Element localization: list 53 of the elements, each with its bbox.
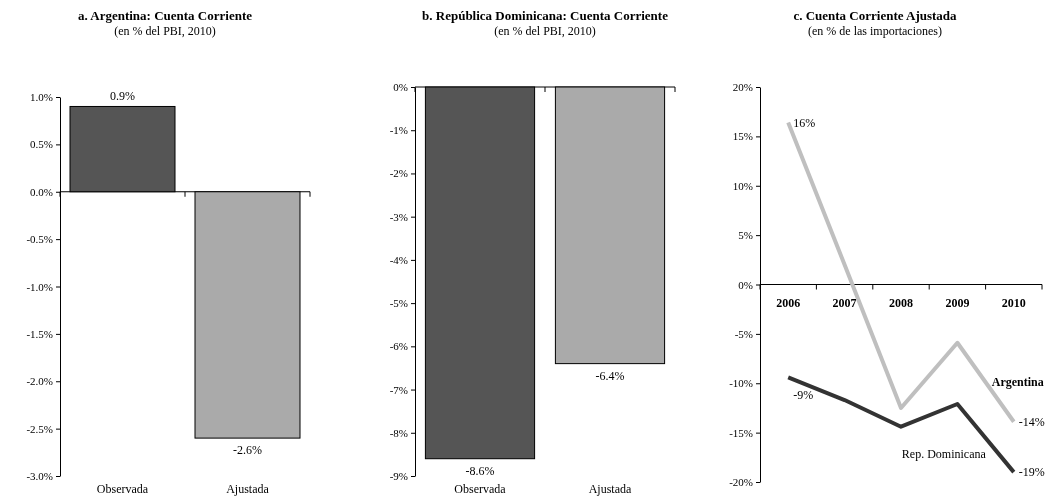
chart-title: b. República Dominicana: Cuenta Corriente <box>422 8 669 23</box>
y-tick-label: -20% <box>729 476 753 489</box>
chart-title: c. Cuenta Corriente Ajustada <box>793 8 958 23</box>
y-tick-label: -3.0% <box>26 470 53 483</box>
y-tick-label: -1% <box>389 124 408 137</box>
y-tick-label: -5% <box>389 297 408 310</box>
y-tick-label: -5% <box>734 327 753 340</box>
series-label: Argentina <box>991 374 1044 389</box>
y-tick-label: 0.5% <box>30 138 53 151</box>
y-tick-label: -4% <box>389 253 408 266</box>
y-tick-label: 0.0% <box>30 185 53 198</box>
y-tick-label: 0% <box>393 81 408 94</box>
x-tick-label: 2009 <box>945 295 970 310</box>
y-tick-label: -1.0% <box>26 280 53 293</box>
chart-subtitle: (en % del PBI, 2010) <box>494 24 596 38</box>
y-tick-label: -2% <box>389 167 408 180</box>
y-tick-label: 15% <box>732 130 753 143</box>
chart-subtitle: (en % de las importaciones) <box>808 24 942 38</box>
data-label: -8.6% <box>465 463 495 478</box>
y-tick-label: -2.0% <box>26 375 53 388</box>
y-tick-label: -1.5% <box>26 327 53 340</box>
y-tick-label: -3% <box>389 210 408 223</box>
data-label: -2.6% <box>233 443 262 458</box>
y-tick-label: -7% <box>389 383 408 396</box>
y-tick-label: -6% <box>389 340 408 353</box>
data-label: -6.4% <box>595 368 625 383</box>
x-tick-label: Observada <box>454 482 507 496</box>
data-label: 16% <box>793 115 816 130</box>
y-tick-label: -9% <box>389 470 408 483</box>
y-tick-label: -2.5% <box>26 422 53 435</box>
x-tick-label: 2008 <box>889 295 913 310</box>
y-tick-label: 20% <box>732 81 753 94</box>
chart-subtitle: (en % del PBI, 2010) <box>114 24 216 38</box>
y-tick-label: -10% <box>729 377 753 390</box>
y-tick-label: 5% <box>738 229 753 242</box>
y-tick-label: 1.0% <box>30 91 53 104</box>
y-tick-label: 10% <box>732 179 753 192</box>
x-tick-label: Ajustada <box>226 482 270 496</box>
x-tick-label: Observada <box>96 482 149 496</box>
y-tick-label: -0.5% <box>26 233 53 246</box>
x-tick-label: 2007 <box>832 295 857 310</box>
y-tick-label: -8% <box>389 426 408 439</box>
y-tick-label: -15% <box>729 426 753 439</box>
data-label: -19% <box>1018 465 1045 480</box>
x-tick-label: Ajustada <box>588 482 632 496</box>
data-label: 0.9% <box>110 89 135 104</box>
x-tick-label: 2006 <box>776 295 801 310</box>
x-tick-label: 2010 <box>1001 295 1026 310</box>
chart-title: a. Argentina: Cuenta Corriente <box>77 8 253 23</box>
data-label: -14% <box>1018 414 1045 429</box>
data-label: -9% <box>793 388 814 403</box>
y-tick-label: 0% <box>738 278 753 291</box>
series-label: Rep. Dominicana <box>901 447 987 462</box>
